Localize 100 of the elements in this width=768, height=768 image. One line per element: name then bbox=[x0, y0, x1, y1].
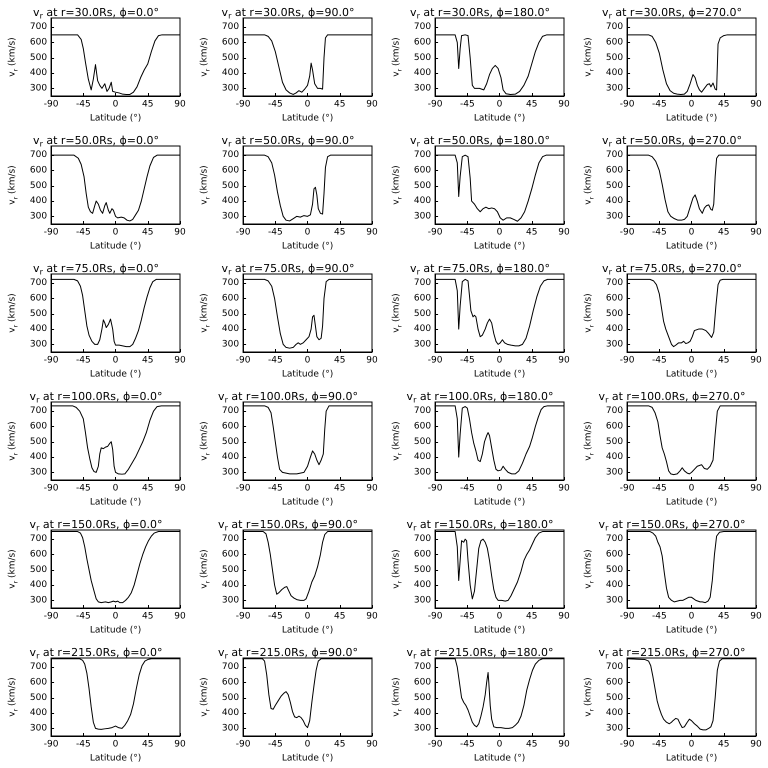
y-tick-label: 700 bbox=[606, 662, 624, 672]
x-axis-title: Latitude (°) bbox=[666, 242, 718, 252]
y-tick-label: 500 bbox=[30, 52, 48, 63]
y-tick-label: 400 bbox=[222, 324, 240, 334]
x-axis-title: Latitude (°) bbox=[474, 242, 526, 252]
y-tick-label: 400 bbox=[606, 452, 624, 462]
y-tick-label: 600 bbox=[222, 293, 240, 304]
x-tick-label: 45 bbox=[334, 740, 346, 750]
y-tick-label: 300 bbox=[222, 723, 240, 734]
x-tick-label: 45 bbox=[526, 100, 538, 110]
x-tick-label: -90 bbox=[620, 740, 635, 750]
y-tick-label: 600 bbox=[606, 293, 624, 304]
x-tick-label: -90 bbox=[428, 356, 443, 366]
x-tick-label: 0 bbox=[688, 100, 695, 110]
x-tick-label: 45 bbox=[718, 228, 730, 238]
x-tick-label: 0 bbox=[304, 612, 311, 622]
y-tick-label: 700 bbox=[222, 406, 240, 416]
y-tick-label: 500 bbox=[606, 564, 624, 575]
x-tick-label: 90 bbox=[750, 228, 762, 238]
y-tick-label: 600 bbox=[30, 549, 48, 560]
x-axis-title: Latitude (°) bbox=[666, 754, 718, 764]
x-tick-label: 90 bbox=[558, 356, 570, 366]
y-tick-label: 700 bbox=[414, 22, 432, 32]
x-axis-title: Latitude (°) bbox=[90, 114, 142, 124]
x-tick-label: 0 bbox=[688, 228, 695, 238]
x-tick-label: -90 bbox=[428, 100, 443, 110]
y-tick-label: 300 bbox=[222, 83, 240, 94]
x-tick-label: -90 bbox=[428, 484, 443, 494]
y-tick-label: 700 bbox=[606, 406, 624, 416]
x-tick-label: 0 bbox=[304, 484, 311, 494]
y-tick-label: 600 bbox=[30, 421, 48, 432]
x-tick-label: -90 bbox=[236, 100, 251, 110]
x-tick-label: 90 bbox=[366, 228, 378, 238]
y-tick-label: 600 bbox=[606, 165, 624, 176]
x-tick-label: -90 bbox=[428, 740, 443, 750]
x-axis-title: Latitude (°) bbox=[666, 370, 718, 380]
x-tick-label: 90 bbox=[366, 484, 378, 494]
x-axis-title: Latitude (°) bbox=[90, 370, 142, 380]
x-tick-label: 90 bbox=[174, 612, 186, 622]
y-tick-label: 500 bbox=[30, 692, 48, 703]
x-tick-label: 90 bbox=[366, 100, 378, 110]
x-axis-title: Latitude (°) bbox=[666, 114, 718, 124]
y-tick-label: 600 bbox=[414, 421, 432, 432]
y-tick-label: 400 bbox=[606, 708, 624, 718]
x-tick-label: 45 bbox=[718, 612, 730, 622]
y-tick-label: 400 bbox=[30, 452, 48, 462]
y-tick-label: 700 bbox=[30, 22, 48, 32]
x-tick-label: 0 bbox=[304, 356, 311, 366]
x-tick-label: 90 bbox=[750, 740, 762, 750]
y-tick-label: 700 bbox=[414, 406, 432, 416]
y-tick-label: 400 bbox=[606, 324, 624, 334]
x-tick-label: 90 bbox=[174, 356, 186, 366]
x-axis-title: Latitude (°) bbox=[666, 498, 718, 508]
x-tick-label: 0 bbox=[496, 228, 503, 238]
x-tick-label: 45 bbox=[718, 356, 730, 366]
y-tick-label: 700 bbox=[30, 534, 48, 544]
x-tick-label: -45 bbox=[460, 484, 475, 494]
x-tick-label: -45 bbox=[652, 228, 667, 238]
x-tick-label: 90 bbox=[558, 484, 570, 494]
x-tick-label: -45 bbox=[76, 740, 91, 750]
x-tick-label: 90 bbox=[750, 612, 762, 622]
x-tick-label: 45 bbox=[334, 100, 346, 110]
y-tick-label: 500 bbox=[414, 308, 432, 319]
x-tick-label: 0 bbox=[112, 100, 119, 110]
x-tick-label: 90 bbox=[366, 356, 378, 366]
y-tick-label: 400 bbox=[414, 196, 432, 206]
x-tick-label: 90 bbox=[558, 100, 570, 110]
y-tick-label: 400 bbox=[414, 580, 432, 590]
y-tick-label: 300 bbox=[606, 339, 624, 350]
y-tick-label: 700 bbox=[30, 406, 48, 416]
x-tick-label: -45 bbox=[652, 356, 667, 366]
y-tick-label: 600 bbox=[222, 421, 240, 432]
y-tick-label: 500 bbox=[414, 180, 432, 191]
x-axis-title: Latitude (°) bbox=[474, 626, 526, 636]
y-tick-label: 400 bbox=[606, 580, 624, 590]
y-tick-label: 300 bbox=[414, 339, 432, 350]
y-tick-label: 400 bbox=[414, 708, 432, 718]
x-tick-label: -45 bbox=[268, 100, 283, 110]
y-tick-label: 400 bbox=[222, 68, 240, 78]
x-tick-label: 45 bbox=[334, 356, 346, 366]
y-tick-label: 600 bbox=[222, 549, 240, 560]
y-tick-label: 700 bbox=[606, 22, 624, 32]
y-tick-label: 300 bbox=[414, 467, 432, 478]
x-tick-label: 0 bbox=[496, 356, 503, 366]
y-tick-label: 400 bbox=[414, 68, 432, 78]
x-axis-title: Latitude (°) bbox=[474, 114, 526, 124]
x-tick-label: 90 bbox=[174, 100, 186, 110]
y-tick-label: 400 bbox=[414, 324, 432, 334]
y-tick-label: 500 bbox=[30, 308, 48, 319]
x-tick-label: 45 bbox=[142, 100, 154, 110]
y-tick-label: 700 bbox=[606, 150, 624, 160]
x-tick-label: 90 bbox=[174, 740, 186, 750]
y-tick-label: 300 bbox=[222, 339, 240, 350]
x-tick-label: -45 bbox=[652, 612, 667, 622]
x-tick-label: -45 bbox=[268, 228, 283, 238]
x-tick-label: -90 bbox=[620, 356, 635, 366]
x-tick-label: 0 bbox=[688, 356, 695, 366]
y-tick-label: 300 bbox=[606, 83, 624, 94]
y-tick-label: 600 bbox=[606, 37, 624, 48]
y-tick-label: 500 bbox=[30, 564, 48, 575]
